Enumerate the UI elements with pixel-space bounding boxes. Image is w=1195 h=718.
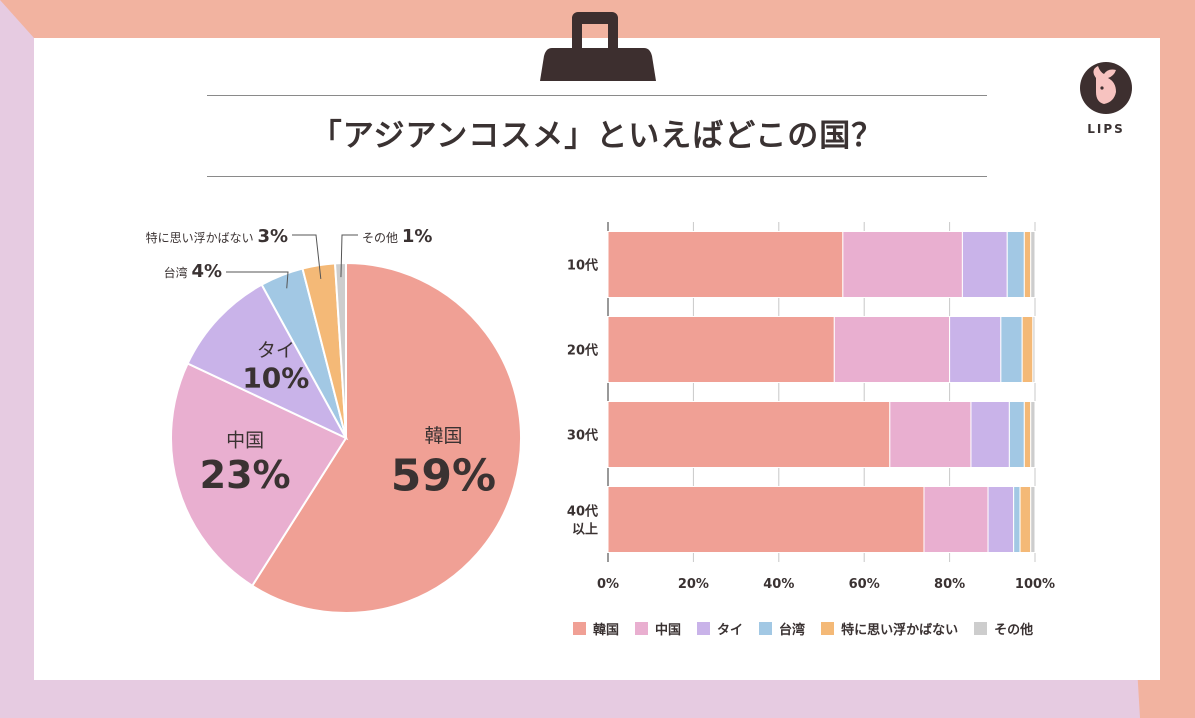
bar-segment-4-6 (1030, 486, 1036, 553)
page-title: 「アジアンコスメ」といえばどこの国？ (310, 118, 884, 154)
x-tick-label-5: 100% (1015, 577, 1055, 592)
bar-segment-4-1 (607, 486, 925, 553)
bar-segment-2-6 (1032, 316, 1036, 383)
bar-segment-1-4 (1006, 231, 1025, 298)
x-tick-label-0: 0% (597, 577, 619, 592)
pie-slice-2 (170, 362, 348, 588)
bar-segment-2-5 (1021, 316, 1034, 383)
y-category-label-2: 20代 (567, 343, 598, 359)
bar-segment-4-3 (987, 486, 1015, 553)
x-tick-label-3: 60% (849, 577, 880, 592)
legend-item-2: 中国 (635, 619, 681, 638)
logo-text: LIPS (1087, 122, 1125, 136)
bar-legend: 韓国 中国 タイ 台湾 特に思い浮かばない その他 (573, 619, 1049, 638)
x-tick-label-4: 80% (934, 577, 965, 592)
bar-segment-1-5 (1023, 231, 1032, 298)
pie-slice-1 (250, 261, 522, 614)
pie-callout-line-4 (226, 271, 289, 289)
pie-callout-6: その他 1% (362, 226, 432, 247)
title-top-rule (207, 95, 987, 96)
bar-segment-2-4 (1000, 316, 1023, 383)
bar-segment-4-2 (923, 486, 989, 553)
pie-callout-line-6 (340, 234, 358, 278)
lips-logo: LIPS (1078, 60, 1134, 136)
y-category-label-4: 40代以上 (567, 504, 598, 538)
legend-item-6: その他 (974, 619, 1033, 638)
bar-segment-1-1 (607, 231, 844, 298)
bar-segment-4-4 (1013, 486, 1021, 553)
title-bottom-rule (207, 176, 987, 177)
pie-value-2: 23% (200, 453, 291, 497)
legend-item-1: 韓国 (573, 619, 619, 638)
pie-label-1: 韓国 (424, 425, 462, 447)
bar-segment-2-3 (949, 316, 1002, 383)
deer-logo-icon (1080, 62, 1132, 114)
pie-value-1: 59% (391, 451, 496, 502)
legend-swatch (573, 622, 586, 635)
bar-segment-2-2 (833, 316, 951, 383)
stacked-bar-chart: 0% 20% 40% 60% 80% 100% 10代 20代 30代 40代以上 (567, 222, 1055, 592)
pie-callout-4: 台湾 4% (164, 261, 222, 282)
legend-item-5: 特に思い浮かばない (821, 619, 958, 638)
pie-label-2: 中国 (226, 429, 264, 451)
legend-swatch (974, 622, 988, 635)
bar-segment-3-1 (607, 401, 891, 468)
y-category-label-1: 10代 (567, 258, 598, 274)
bar-segment-1-6 (1030, 231, 1036, 298)
bar-segment-1-3 (961, 231, 1008, 298)
bar-segment-3-5 (1023, 401, 1032, 468)
bar-segment-2-1 (607, 316, 835, 383)
legend-label: 台湾 (779, 623, 806, 638)
y-category-label-3: 30代 (567, 428, 598, 444)
x-tick-label-1: 20% (678, 577, 709, 592)
bar-segment-3-3 (970, 401, 1010, 468)
bar-segment-4-5 (1019, 486, 1032, 553)
legend-swatch (821, 622, 835, 635)
binder-clip-icon (540, 12, 656, 81)
pie-label-3: タイ (257, 340, 295, 362)
pie-callout-5: 特に思い浮かばない 3% (146, 226, 288, 247)
pie-value-3: 10% (242, 362, 309, 395)
legend-label: 中国 (655, 623, 682, 638)
bar-segment-3-2 (889, 401, 972, 468)
bar-segment-1-2 (842, 231, 963, 298)
legend-label: 特に思い浮かばない (841, 623, 959, 638)
legend-label: タイ (717, 623, 744, 638)
legend-swatch (635, 622, 649, 635)
pie-slice-3 (186, 283, 349, 441)
legend-swatch (697, 622, 711, 635)
pie-slice-6 (333, 261, 347, 439)
legend-label: 韓国 (593, 623, 620, 638)
x-tick-label-2: 40% (763, 577, 794, 592)
legend-item-4: 台湾 (759, 619, 805, 638)
legend-swatch (759, 622, 773, 635)
bar-segment-3-4 (1008, 401, 1025, 468)
pie-callout-line-5 (292, 234, 322, 280)
bar-segment-3-6 (1030, 401, 1036, 468)
legend-item-3: タイ (697, 619, 743, 638)
legend-label: その他 (994, 623, 1034, 638)
